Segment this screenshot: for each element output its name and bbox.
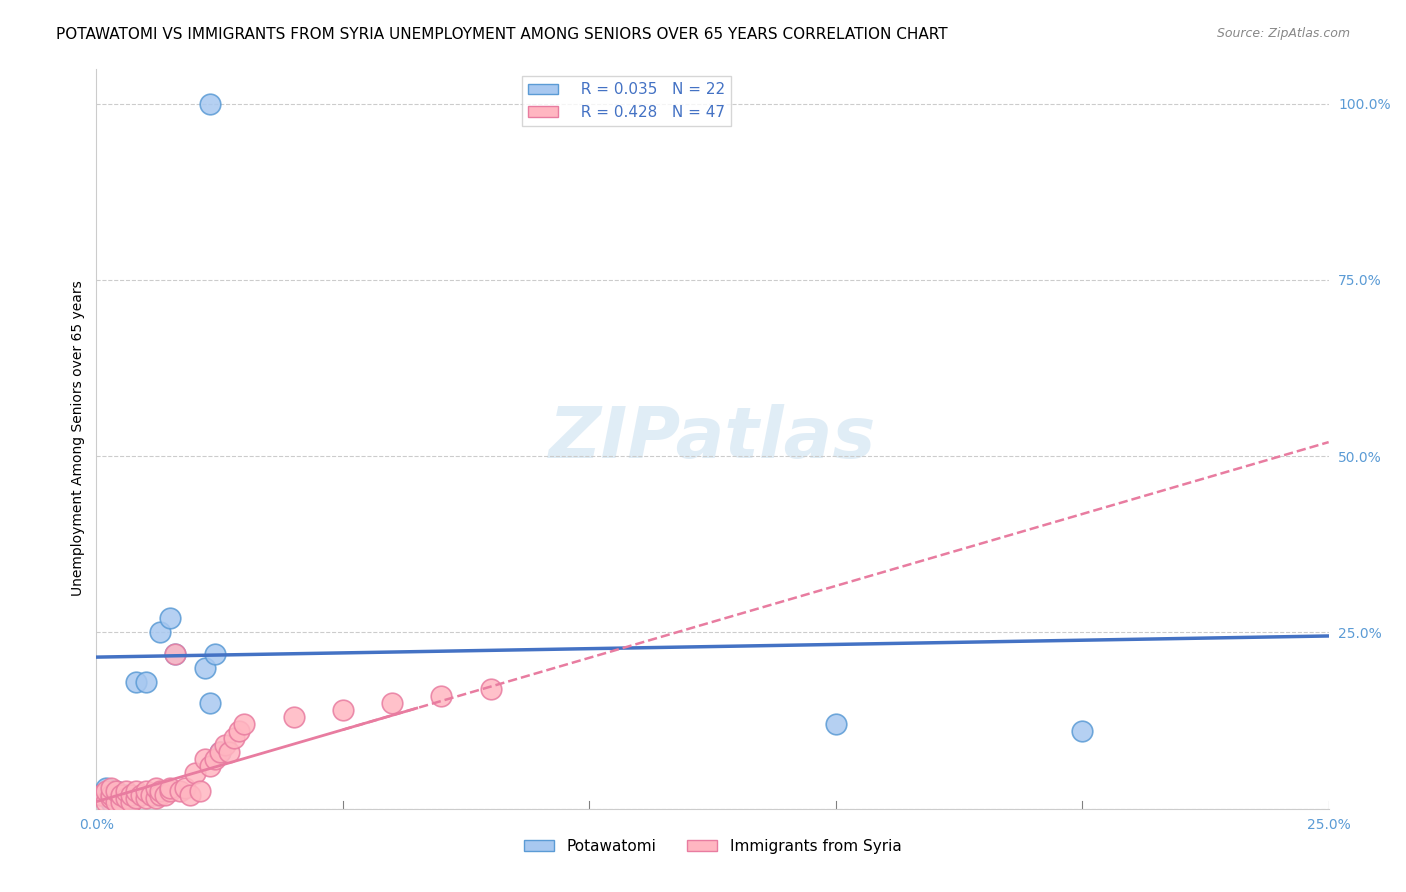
Immigrants from Syria: [198, 759, 221, 773]
Y-axis label: Unemployment Among Seniors over 65 years: Unemployment Among Seniors over 65 years: [72, 281, 86, 597]
Immigrants from Syria: [125, 784, 148, 798]
Potawatomi: [204, 647, 226, 661]
Immigrants from Syria: [105, 795, 128, 809]
Immigrants from Syria: [129, 788, 152, 802]
Immigrants from Syria: [105, 784, 128, 798]
Potawatomi: [149, 625, 172, 640]
Potawatomi: [125, 674, 148, 689]
Immigrants from Syria: [149, 788, 172, 802]
Immigrants from Syria: [283, 710, 305, 724]
Immigrants from Syria: [110, 788, 132, 802]
Immigrants from Syria: [184, 766, 207, 780]
Potawatomi: [194, 661, 217, 675]
Immigrants from Syria: [165, 647, 187, 661]
Immigrants from Syria: [174, 780, 197, 795]
Immigrants from Syria: [135, 784, 157, 798]
Immigrants from Syria: [218, 745, 240, 759]
Potawatomi: [145, 788, 167, 802]
Immigrants from Syria: [149, 784, 172, 798]
Potawatomi: [198, 96, 221, 111]
Immigrants from Syria: [115, 784, 138, 798]
Immigrants from Syria: [96, 784, 118, 798]
Immigrants from Syria: [430, 689, 453, 703]
Potawatomi: [110, 791, 132, 805]
Potawatomi: [120, 791, 142, 805]
Potawatomi: [824, 717, 846, 731]
Text: ZIPatlas: ZIPatlas: [548, 404, 876, 473]
Immigrants from Syria: [224, 731, 246, 746]
Immigrants from Syria: [115, 791, 138, 805]
Immigrants from Syria: [208, 745, 231, 759]
Immigrants from Syria: [179, 788, 201, 802]
Immigrants from Syria: [125, 791, 148, 805]
Immigrants from Syria: [214, 738, 236, 752]
Potawatomi: [110, 788, 132, 802]
Immigrants from Syria: [194, 752, 217, 766]
Potawatomi: [1071, 724, 1094, 739]
Immigrants from Syria: [155, 788, 177, 802]
Potawatomi: [135, 674, 157, 689]
Immigrants from Syria: [135, 791, 157, 805]
Potawatomi: [100, 795, 122, 809]
Immigrants from Syria: [145, 791, 167, 805]
Immigrants from Syria: [100, 780, 122, 795]
Immigrants from Syria: [479, 681, 502, 696]
Immigrants from Syria: [96, 795, 118, 809]
Text: Source: ZipAtlas.com: Source: ZipAtlas.com: [1216, 27, 1350, 40]
Potawatomi: [96, 780, 118, 795]
Immigrants from Syria: [204, 752, 226, 766]
Immigrants from Syria: [110, 795, 132, 809]
Immigrants from Syria: [120, 795, 142, 809]
Text: POTAWATOMI VS IMMIGRANTS FROM SYRIA UNEMPLOYMENT AMONG SENIORS OVER 65 YEARS COR: POTAWATOMI VS IMMIGRANTS FROM SYRIA UNEM…: [56, 27, 948, 42]
Potawatomi: [159, 611, 181, 625]
Immigrants from Syria: [139, 788, 162, 802]
Immigrants from Syria: [100, 791, 122, 805]
Immigrants from Syria: [100, 788, 122, 802]
Immigrants from Syria: [90, 788, 112, 802]
Immigrants from Syria: [145, 780, 167, 795]
Immigrants from Syria: [159, 780, 181, 795]
Potawatomi: [100, 788, 122, 802]
Immigrants from Syria: [228, 724, 250, 739]
Immigrants from Syria: [233, 717, 256, 731]
Potawatomi: [105, 784, 128, 798]
Legend:   R = 0.035   N = 22,   R = 0.428   N = 47: R = 0.035 N = 22, R = 0.428 N = 47: [522, 76, 731, 126]
Immigrants from Syria: [169, 784, 191, 798]
Immigrants from Syria: [332, 703, 354, 717]
Potawatomi: [165, 647, 187, 661]
Immigrants from Syria: [159, 784, 181, 798]
Immigrants from Syria: [188, 784, 211, 798]
Potawatomi: [90, 788, 112, 802]
Immigrants from Syria: [381, 696, 404, 710]
Potawatomi: [115, 788, 138, 802]
Potawatomi: [198, 696, 221, 710]
Potawatomi: [208, 745, 231, 759]
Immigrants from Syria: [120, 788, 142, 802]
